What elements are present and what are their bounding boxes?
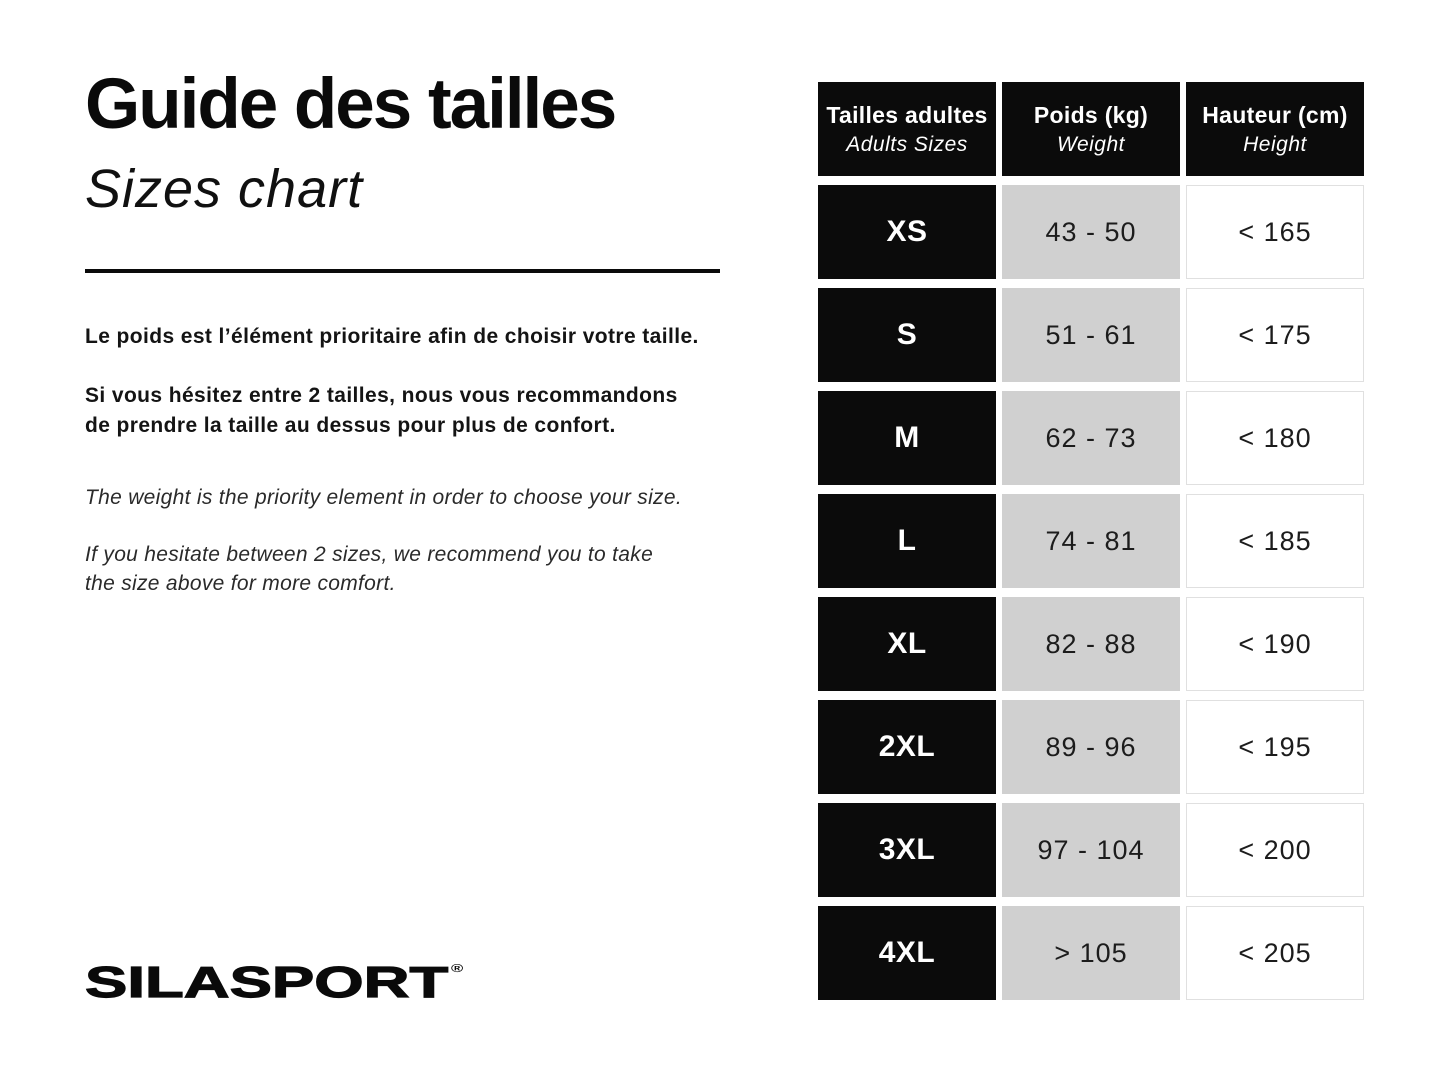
height-value-cell: < 175 — [1186, 288, 1364, 382]
weight-value-cell: 62 - 73 — [1002, 391, 1180, 485]
height-value-cell: < 205 — [1186, 906, 1364, 1000]
height-value-cell: < 190 — [1186, 597, 1364, 691]
height-value-cell: < 200 — [1186, 803, 1364, 897]
paragraph-en-hesitate: If you hesitate between 2 sizes, we reco… — [85, 540, 653, 598]
height-value-cell: < 185 — [1186, 494, 1364, 588]
registered-trademark-icon: ® — [451, 961, 464, 975]
size-label-cell: M — [818, 391, 996, 485]
header-sizes-en: Adults Sizes — [846, 133, 968, 156]
header-height-fr: Hauteur (cm) — [1202, 102, 1348, 128]
paragraph-fr-hesitate: Si vous hésitez entre 2 tailles, nous vo… — [85, 381, 678, 441]
header-height-en: Height — [1243, 133, 1307, 156]
header-cell-weight: Poids (kg) Weight — [1002, 82, 1180, 176]
page-title-fr: Guide des tailles — [85, 65, 617, 144]
size-label-cell: S — [818, 288, 996, 382]
page-title-en: Sizes chart — [85, 159, 364, 219]
title-divider-line — [85, 269, 720, 273]
weight-value-cell: 82 - 88 — [1002, 597, 1180, 691]
paragraph-fr-hesitate-line1: Si vous hésitez entre 2 tailles, nous vo… — [85, 384, 678, 407]
size-label-cell: 2XL — [818, 700, 996, 794]
paragraph-en-weight-priority: The weight is the priority element in or… — [85, 486, 682, 509]
size-label-cell: XS — [818, 185, 996, 279]
size-label-cell: 3XL — [818, 803, 996, 897]
weight-value-cell: 74 - 81 — [1002, 494, 1180, 588]
left-panel: Guide des tailles Sizes chart Le poids e… — [84, 0, 750, 1084]
height-value-cell: < 165 — [1186, 185, 1364, 279]
size-chart-table: Tailles adultes Adults Sizes Poids (kg) … — [818, 82, 1364, 1000]
height-value-cell: < 195 — [1186, 700, 1364, 794]
header-weight-fr: Poids (kg) — [1033, 102, 1149, 128]
weight-value-cell: 89 - 96 — [1002, 700, 1180, 794]
weight-value-cell: 43 - 50 — [1002, 185, 1180, 279]
size-label-cell: XL — [818, 597, 996, 691]
silasport-logo: SILASPORT ® — [84, 956, 464, 1007]
paragraph-en-hesitate-line1: If you hesitate between 2 sizes, we reco… — [85, 543, 654, 566]
silasport-logo-text: SILASPORT — [84, 956, 449, 1007]
header-cell-height: Hauteur (cm) Height — [1186, 82, 1364, 176]
size-label-cell: 4XL — [818, 906, 996, 1000]
header-sizes-fr: Tailles adultes — [826, 102, 988, 128]
weight-value-cell: 97 - 104 — [1002, 803, 1180, 897]
paragraph-fr-weight-priority: Le poids est l’élément prioritaire afin … — [85, 325, 699, 348]
height-value-cell: < 180 — [1186, 391, 1364, 485]
paragraph-en-hesitate-line2: the size above for more comfort. — [85, 572, 396, 595]
size-label-cell: L — [818, 494, 996, 588]
weight-value-cell: 51 - 61 — [1002, 288, 1180, 382]
header-weight-en: Weight — [1057, 133, 1125, 156]
header-cell-sizes: Tailles adultes Adults Sizes — [818, 82, 996, 176]
weight-value-cell: > 105 — [1002, 906, 1180, 1000]
paragraph-fr-hesitate-line2: de prendre la taille au dessus pour plus… — [85, 414, 616, 437]
